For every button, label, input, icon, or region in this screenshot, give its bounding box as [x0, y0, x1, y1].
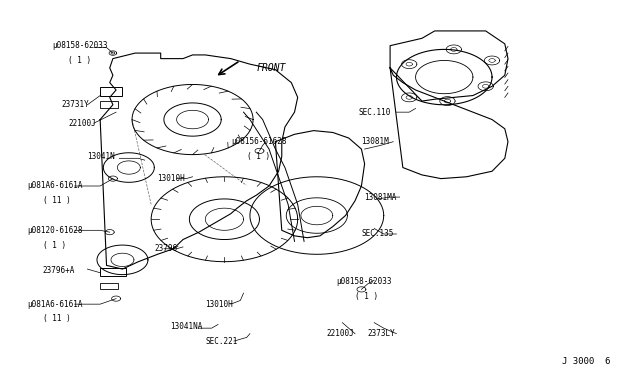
Text: 22100J: 22100J	[68, 119, 96, 128]
Text: FRONT: FRONT	[256, 63, 285, 73]
Text: µ08158-62033: µ08158-62033	[52, 41, 108, 50]
Text: µ081A6-6161A: µ081A6-6161A	[27, 300, 83, 309]
Text: 13041NA: 13041NA	[170, 322, 203, 331]
Bar	[100, 101, 118, 109]
Text: µ08158-62033: µ08158-62033	[336, 278, 392, 286]
Text: SEC.135: SEC.135	[362, 230, 394, 238]
Text: ( 1 ): ( 1 )	[355, 292, 378, 301]
Bar	[100, 268, 125, 276]
Text: ( 11 ): ( 11 )	[43, 314, 70, 323]
Bar	[100, 87, 122, 96]
Text: 13010H: 13010H	[205, 300, 233, 309]
Text: J 3000  6: J 3000 6	[562, 357, 611, 366]
Text: ( 1 ): ( 1 )	[43, 241, 66, 250]
Text: SEC.110: SEC.110	[358, 108, 390, 117]
Text: SEC.221: SEC.221	[205, 337, 237, 346]
Text: µ08120-61628: µ08120-61628	[27, 226, 83, 235]
Text: ( 1 ): ( 1 )	[68, 56, 92, 65]
Text: 22100J: 22100J	[326, 329, 354, 338]
Text: 23796+A: 23796+A	[43, 266, 75, 275]
Text: ( 11 ): ( 11 )	[43, 196, 70, 205]
Text: ( 1 ): ( 1 )	[246, 152, 270, 161]
Text: 13081MA: 13081MA	[365, 193, 397, 202]
Text: 23796: 23796	[154, 244, 177, 253]
Text: µ08156-61628: µ08156-61628	[231, 137, 286, 146]
Text: 13041N: 13041N	[88, 152, 115, 161]
Text: 13010H: 13010H	[157, 174, 185, 183]
Text: 23731Y: 23731Y	[62, 100, 90, 109]
Text: 2373LY: 2373LY	[368, 329, 396, 338]
Bar	[100, 283, 118, 289]
Text: µ081A6-6161A: µ081A6-6161A	[27, 182, 83, 190]
Text: 13081M: 13081M	[362, 137, 389, 146]
